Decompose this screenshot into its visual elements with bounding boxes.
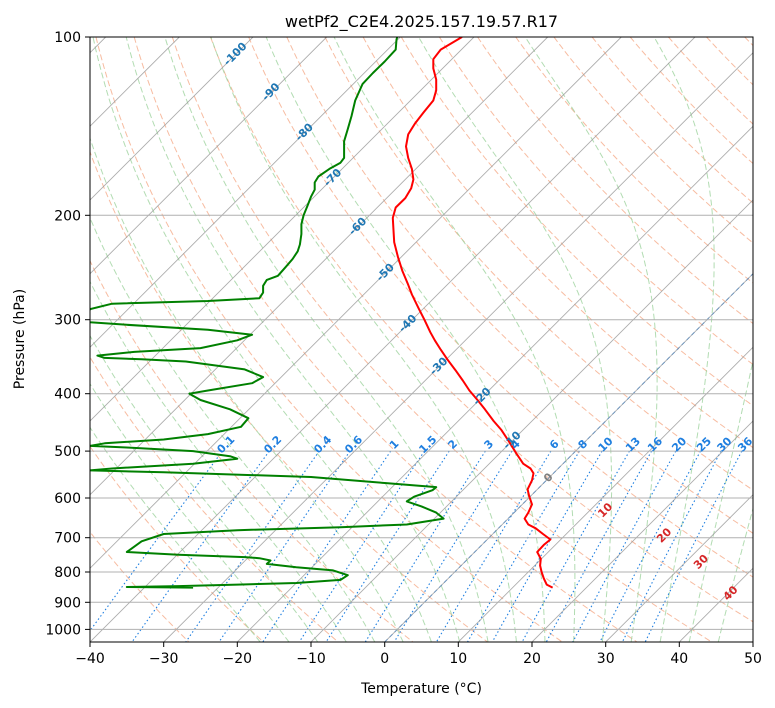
grid-lines xyxy=(90,37,753,642)
mixing-ratio-line xyxy=(491,450,603,642)
series-layer xyxy=(90,37,554,589)
x-tick-label: 10 xyxy=(449,651,467,667)
y-tick-label: 700 xyxy=(54,531,81,547)
isotherm-line xyxy=(90,37,549,496)
dry-adiabat xyxy=(133,37,638,642)
moist-adiabat xyxy=(125,37,461,642)
x-axis: −40 −30 −20 −10 0 10 20 30 40 50 xyxy=(75,642,762,667)
moist-adiabat xyxy=(90,216,376,642)
moist-adiabat xyxy=(524,37,658,642)
isotherm-line xyxy=(236,125,753,642)
isotherm-line xyxy=(531,420,753,642)
moist-adiabat xyxy=(210,37,517,642)
moist-adiabat xyxy=(333,37,576,642)
moist-adiabat xyxy=(265,37,546,642)
x-tick-label: −10 xyxy=(296,651,326,667)
moist-adiabat xyxy=(90,136,404,642)
moist-adiabat xyxy=(90,426,261,642)
x-axis-label: Temperature (°C) xyxy=(360,681,482,697)
isotherm-line xyxy=(457,346,753,642)
isotherm-line xyxy=(90,37,328,275)
chart-title: wetPf2_C2E4.2025.157.19.57.R17 xyxy=(285,12,558,32)
mixing-ratio-line xyxy=(545,450,653,642)
x-tick-label: −40 xyxy=(75,651,105,667)
y-tick-label: 500 xyxy=(54,444,81,460)
mixing-ratio-line xyxy=(621,450,722,642)
plot-frame xyxy=(89,36,754,643)
dry-adiabat xyxy=(438,37,753,366)
background-lines xyxy=(90,37,753,642)
dry-adiabat xyxy=(171,37,712,642)
zero-isotherm xyxy=(384,272,753,642)
x-tick-label: 0 xyxy=(380,651,389,667)
moist-adiabat xyxy=(90,334,319,642)
moist-adiabat xyxy=(688,358,753,642)
isotherm-line xyxy=(310,199,753,642)
mixing-ratio-line xyxy=(521,450,630,642)
x-tick-label: 40 xyxy=(670,651,688,667)
dry-adiabat xyxy=(90,531,190,642)
y-tick-label: 1000 xyxy=(45,622,81,638)
mixing-ratio-line xyxy=(185,450,320,642)
dry-adiabat xyxy=(248,37,753,578)
isotherm-line xyxy=(90,37,401,348)
isotherm-line xyxy=(605,494,753,642)
moist-adiabat xyxy=(92,37,432,642)
isotherm-line xyxy=(90,37,622,569)
moist-adiabat xyxy=(90,280,347,642)
isotherm-line xyxy=(90,37,475,422)
x-tick-label: −20 xyxy=(223,651,253,667)
y-tick-label: 100 xyxy=(54,30,81,46)
y-tick-label: 200 xyxy=(54,208,81,224)
mixing-ratio-line xyxy=(131,450,270,642)
dry-adiabat xyxy=(477,37,753,325)
mixing-ratio-line xyxy=(393,450,513,642)
moist-adiabat xyxy=(653,37,715,642)
mixing-ratio-line xyxy=(599,450,701,642)
x-tick-label: −30 xyxy=(149,651,179,667)
y-axis: 100 200 300 400 500 600 700 800 900 1000 xyxy=(45,30,90,638)
dry-adiabat xyxy=(90,259,414,642)
y-tick-label: 900 xyxy=(54,595,81,611)
x-tick-label: 20 xyxy=(523,651,541,667)
mixing-ratio-line xyxy=(572,450,677,642)
moist-adiabat xyxy=(418,37,613,642)
x-tick-label: 30 xyxy=(597,651,615,667)
y-axis-label: Pressure (hPa) xyxy=(12,289,28,389)
dry-adiabat xyxy=(210,37,753,623)
dry-adiabat xyxy=(629,37,753,165)
dewpoint-profile xyxy=(90,37,445,589)
y-tick-label: 400 xyxy=(54,387,81,403)
temperature-profile xyxy=(391,37,554,589)
isotherm-line xyxy=(90,37,696,642)
y-tick-label: 800 xyxy=(54,565,81,581)
x-tick-label: 50 xyxy=(744,651,762,667)
y-tick-label: 300 xyxy=(54,313,81,329)
dry-adiabat xyxy=(515,37,753,284)
mixing-ratio-line xyxy=(467,450,580,642)
dry-adiabat xyxy=(591,37,753,204)
isotherm-line xyxy=(163,52,753,642)
mixing-ratio-line xyxy=(218,450,351,642)
isotherm-line xyxy=(90,37,254,201)
mixing-ratio-line xyxy=(364,450,486,642)
y-tick-label: 600 xyxy=(54,491,81,507)
moist-adiabat xyxy=(90,382,290,642)
dry-adiabat xyxy=(90,445,264,642)
dry-adiabat xyxy=(400,37,753,407)
dry-adiabat xyxy=(362,37,753,449)
dry-adiabat xyxy=(90,356,339,642)
